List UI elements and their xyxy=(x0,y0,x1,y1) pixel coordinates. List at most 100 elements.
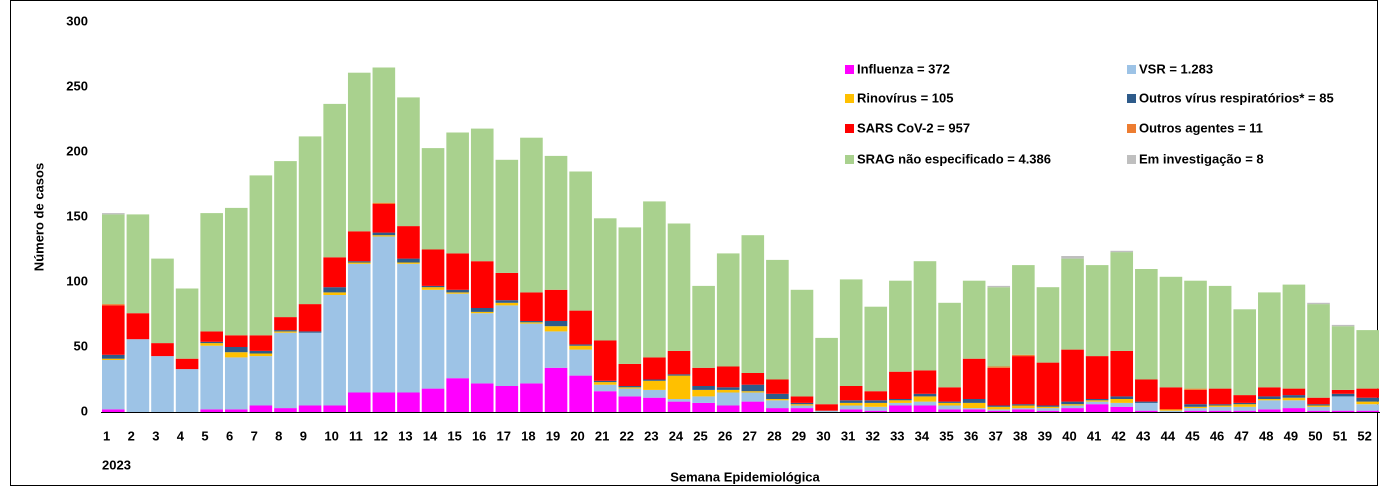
y-tick-label: 200 xyxy=(66,143,88,158)
x-tick-label: 11 xyxy=(349,428,363,443)
bar-segment xyxy=(667,375,691,399)
bar-segment xyxy=(716,366,740,388)
bar-segment xyxy=(470,311,494,314)
bar-segment xyxy=(692,389,715,397)
bar-segment xyxy=(938,387,961,402)
x-tick-label: 35 xyxy=(939,428,953,443)
bar-segment xyxy=(224,347,248,353)
bar-segment xyxy=(618,388,642,397)
x-tick-label: 6 xyxy=(226,428,233,443)
x-tick-label: 17 xyxy=(497,428,511,443)
bar-segment xyxy=(864,410,888,412)
x-tick-label: 14 xyxy=(423,428,438,443)
bar-segment xyxy=(323,257,346,288)
bar-segment xyxy=(544,326,568,332)
bar-segment xyxy=(790,408,814,412)
x-tick-label: 36 xyxy=(964,428,978,443)
x-tick-label: 39 xyxy=(1038,428,1052,443)
x-tick-label: 41 xyxy=(1087,428,1101,443)
x-tick-label: 51 xyxy=(1333,428,1347,443)
bar-segment xyxy=(913,405,937,412)
bar-segment xyxy=(495,300,519,303)
x-tick-label: 8 xyxy=(275,428,282,443)
bar-segment xyxy=(347,72,371,232)
x-tick-label: 9 xyxy=(300,428,307,443)
bar-segment xyxy=(643,380,666,390)
bar-segment xyxy=(716,405,740,412)
bar-segment xyxy=(1282,388,1306,396)
bar-segment xyxy=(716,387,740,390)
bar-segment xyxy=(224,409,248,412)
bar-segment xyxy=(1085,400,1109,402)
x-tick-label: 45 xyxy=(1185,428,1199,443)
bar-segment xyxy=(323,292,346,295)
bar-segment xyxy=(839,279,863,386)
bar-segment xyxy=(987,405,1011,407)
bar-segment xyxy=(1307,410,1330,412)
bar-segment xyxy=(643,397,666,412)
bar-segment xyxy=(1184,406,1207,409)
bar-segment xyxy=(1061,404,1084,406)
bar-segment xyxy=(1331,389,1355,394)
bar-segment xyxy=(1135,379,1158,402)
bar-segment xyxy=(1159,387,1183,410)
bar-segment xyxy=(1208,404,1232,406)
bar-segment xyxy=(544,155,568,290)
bar-segment xyxy=(1282,400,1306,409)
x-tick-label: 52 xyxy=(1357,428,1371,443)
bar-segment xyxy=(397,263,420,393)
bar-segment xyxy=(643,389,666,398)
bar-segment xyxy=(520,383,543,412)
bar-segment xyxy=(839,386,863,401)
bar-segment xyxy=(1208,410,1232,412)
bar-segment xyxy=(938,401,961,403)
bar-segment xyxy=(446,292,469,294)
bar-segment xyxy=(1036,362,1060,406)
bar-segment xyxy=(913,393,937,397)
bar-segment xyxy=(1331,393,1355,397)
bar-segment xyxy=(397,392,420,412)
x-tick-label: 34 xyxy=(915,428,930,443)
x-tick-label: 4 xyxy=(177,428,185,443)
bar-segment xyxy=(1012,408,1035,410)
bar-segment xyxy=(347,261,371,263)
bar-segment xyxy=(126,214,150,314)
legend-label: Rinovírus = 105 xyxy=(857,90,953,105)
bar-segment xyxy=(864,306,888,392)
bar-segment xyxy=(102,409,125,412)
x-tick-label: 20 xyxy=(570,428,584,443)
bar-segment xyxy=(249,356,273,406)
bar-segment xyxy=(372,235,396,237)
bar-segment xyxy=(249,405,273,412)
bar-segment xyxy=(1135,402,1158,411)
bar-segment xyxy=(643,357,666,380)
bar-segment xyxy=(864,400,888,403)
bar-segment xyxy=(889,400,912,403)
bar-segment xyxy=(938,302,961,388)
bar-segment xyxy=(323,103,346,258)
bar-segment xyxy=(495,159,519,273)
bar-segment xyxy=(1036,406,1060,409)
legend-swatch xyxy=(845,65,854,74)
bar-segment xyxy=(1135,269,1158,380)
bar-segment xyxy=(987,409,1011,411)
bar-segment xyxy=(1184,389,1207,405)
x-tick-label: 16 xyxy=(472,428,486,443)
bar-segment xyxy=(1208,405,1232,407)
bar-segment xyxy=(446,132,469,254)
x-tick-label: 22 xyxy=(620,428,634,443)
bar-segment xyxy=(1184,410,1207,412)
bar-segment xyxy=(151,258,174,344)
x-tick-label: 2 xyxy=(128,428,135,443)
bar-segment xyxy=(1258,292,1281,388)
bar-segment xyxy=(593,391,617,412)
bar-segment xyxy=(1061,401,1084,405)
bar-segment xyxy=(1233,410,1257,412)
bar-segment xyxy=(421,148,445,250)
bar-segment xyxy=(766,400,789,409)
bar-segment xyxy=(347,392,371,412)
bar-segment xyxy=(839,409,863,412)
bar-segment xyxy=(249,175,273,336)
bar-segment xyxy=(102,214,125,305)
